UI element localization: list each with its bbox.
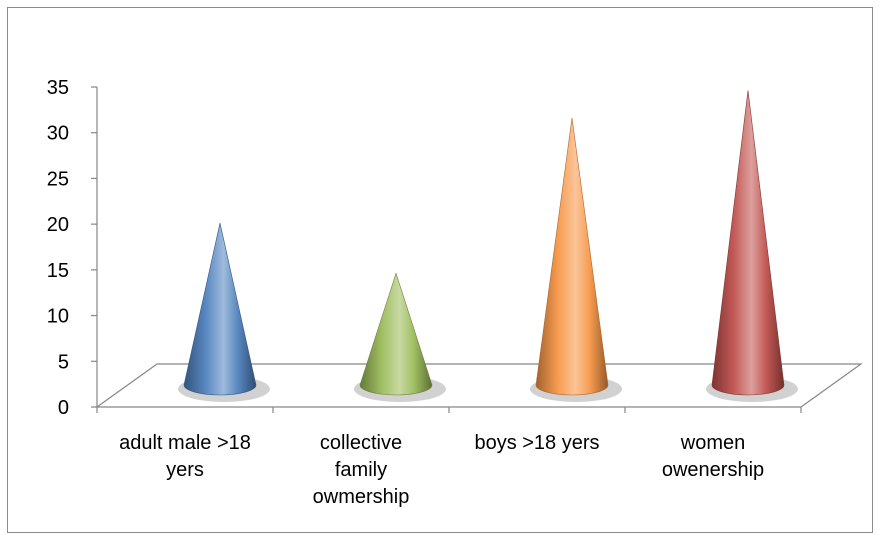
y-tick-label: 20 [47, 214, 69, 236]
y-tick-label: 10 [47, 306, 69, 328]
y-tick-label: 5 [58, 351, 69, 373]
y-tick-label: 35 [47, 77, 69, 99]
y-tick-label: 0 [58, 397, 69, 419]
cone-bar [535, 117, 609, 396]
category-label: adult male >18 yers [119, 432, 251, 481]
category-label: women owenership [662, 432, 764, 481]
cone-bar [183, 222, 257, 396]
category-label: collective family owmership [313, 432, 410, 508]
category-label: boys >18 yers [474, 432, 599, 454]
cone-bar [711, 90, 785, 396]
y-tick-label: 25 [47, 168, 69, 190]
y-tick-label: 30 [47, 123, 69, 145]
y-tick-label: 15 [47, 260, 69, 282]
cone-bar [359, 272, 433, 396]
chart-floor [95, 363, 863, 408]
